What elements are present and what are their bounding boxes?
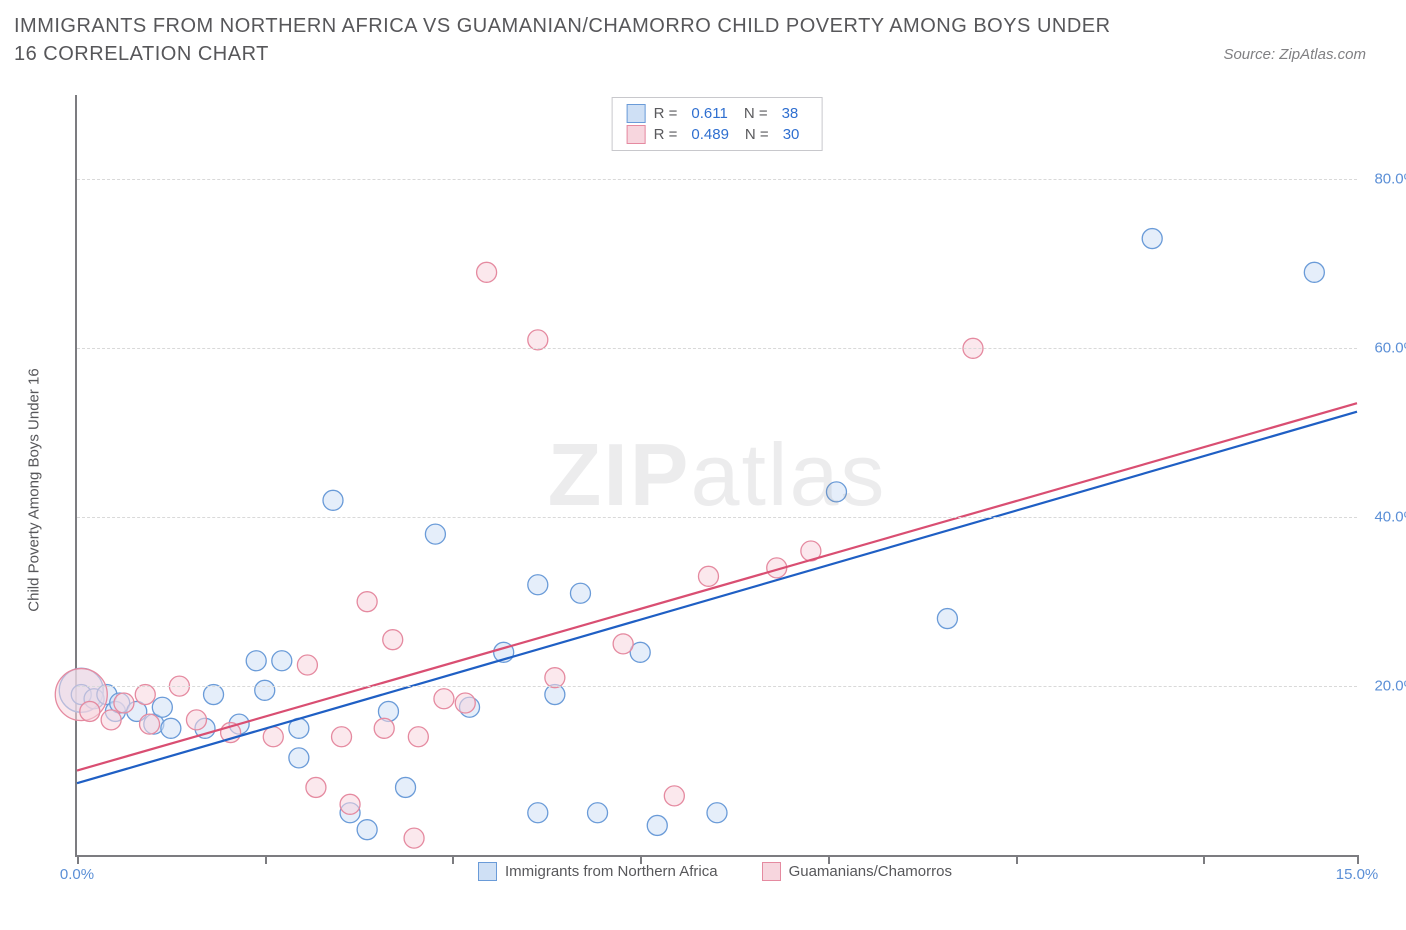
legend-item-label: Guamanians/Chamorros xyxy=(789,863,952,880)
data-point xyxy=(455,693,475,713)
data-point xyxy=(613,634,633,654)
data-point xyxy=(263,727,283,747)
data-point xyxy=(152,697,172,717)
plot-area: ZIPatlas R =0.611N =38R =0.489N =30 20.0… xyxy=(75,95,1357,857)
data-point xyxy=(161,718,181,738)
legend-swatch xyxy=(478,862,497,881)
legend-correlation: R = 0.611 N = 38 R = 0.489 N = 30 xyxy=(612,97,823,151)
data-point xyxy=(357,820,377,840)
data-point xyxy=(297,655,317,675)
legend-row: R = 0.611 N = 38 xyxy=(627,103,808,124)
data-point xyxy=(272,651,292,671)
data-point xyxy=(528,803,548,823)
data-point xyxy=(323,490,343,510)
data-point xyxy=(425,524,445,544)
trend-line xyxy=(77,412,1357,784)
data-point xyxy=(340,794,360,814)
legend-item: Guamanians/Chamorros xyxy=(762,862,952,881)
legend-n-label: N = xyxy=(745,124,769,145)
gridline xyxy=(77,348,1357,349)
legend-r-label: R = xyxy=(654,124,678,145)
data-point xyxy=(101,710,121,730)
data-point xyxy=(396,777,416,797)
data-point xyxy=(135,685,155,705)
y-axis-label: Child Poverty Among Boys Under 16 xyxy=(26,368,43,611)
chart-source: Source: ZipAtlas.com xyxy=(1223,46,1366,63)
y-tick-label: 80.0% xyxy=(1362,171,1406,188)
legend-n-value: 30 xyxy=(783,124,800,145)
data-point xyxy=(306,777,326,797)
y-tick-label: 20.0% xyxy=(1362,678,1406,695)
data-point xyxy=(383,630,403,650)
data-point xyxy=(289,748,309,768)
data-point xyxy=(1304,262,1324,282)
data-point xyxy=(114,693,134,713)
legend-n-value: 38 xyxy=(782,103,799,124)
data-point xyxy=(826,482,846,502)
legend-r-label: R = xyxy=(654,103,678,124)
data-point xyxy=(204,685,224,705)
legend-series: Immigrants from Northern Africa Guamanian… xyxy=(60,862,1370,885)
data-point xyxy=(707,803,727,823)
data-point xyxy=(647,815,667,835)
legend-swatch xyxy=(627,125,646,144)
data-point xyxy=(545,668,565,688)
data-point xyxy=(664,786,684,806)
data-point xyxy=(588,803,608,823)
trend-line xyxy=(77,403,1357,770)
legend-swatch xyxy=(627,104,646,123)
data-point xyxy=(80,701,100,721)
data-point xyxy=(404,828,424,848)
data-point xyxy=(255,680,275,700)
legend-swatch xyxy=(762,862,781,881)
legend-item: Immigrants from Northern Africa xyxy=(478,862,718,881)
chart-container: Child Poverty Among Boys Under 16 ZIPatl… xyxy=(60,95,1370,885)
legend-row: R = 0.489 N = 30 xyxy=(627,124,808,145)
chart-title: IMMIGRANTS FROM NORTHERN AFRICA VS GUAMA… xyxy=(14,12,1134,68)
data-point xyxy=(937,609,957,629)
data-point xyxy=(140,714,160,734)
legend-item-label: Immigrants from Northern Africa xyxy=(505,863,718,880)
data-point xyxy=(374,718,394,738)
data-point xyxy=(570,583,590,603)
legend-n-label: N = xyxy=(744,103,768,124)
data-point xyxy=(698,566,718,586)
gridline xyxy=(77,517,1357,518)
data-point xyxy=(357,592,377,612)
scatter-svg xyxy=(77,95,1357,855)
data-point xyxy=(332,727,352,747)
data-point xyxy=(477,262,497,282)
data-point xyxy=(186,710,206,730)
legend-r-value: 0.611 xyxy=(691,103,727,124)
data-point xyxy=(528,330,548,350)
data-point xyxy=(408,727,428,747)
gridline xyxy=(77,686,1357,687)
data-point xyxy=(1142,229,1162,249)
y-tick-label: 40.0% xyxy=(1362,509,1406,526)
data-point xyxy=(246,651,266,671)
data-point xyxy=(528,575,548,595)
data-point xyxy=(434,689,454,709)
y-tick-label: 60.0% xyxy=(1362,340,1406,357)
gridline xyxy=(77,179,1357,180)
legend-r-value: 0.489 xyxy=(691,124,729,145)
